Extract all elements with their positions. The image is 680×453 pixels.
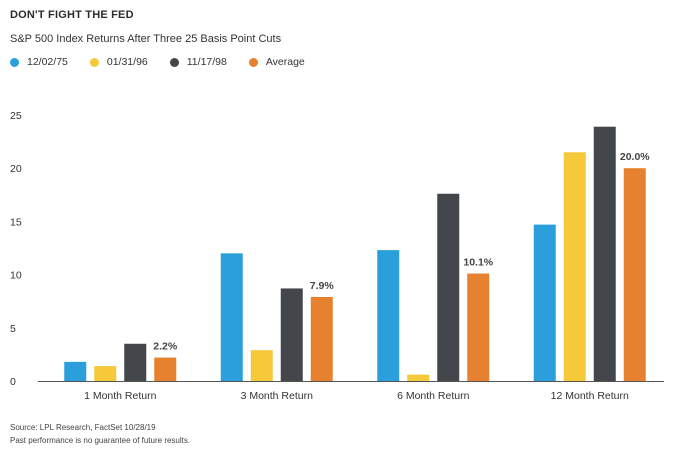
- bar: [94, 366, 117, 381]
- bar: [250, 350, 273, 381]
- x-tick-label: 3 Month Return: [241, 390, 314, 402]
- y-tick-label: 0: [10, 376, 16, 388]
- bar: [280, 288, 303, 381]
- legend-swatch: [248, 57, 258, 67]
- legend-item: 01/31/96: [89, 56, 148, 68]
- bar: [124, 343, 147, 381]
- disclaimer-note: Past performance is no guarantee of futu…: [10, 436, 191, 445]
- bar: [64, 361, 87, 381]
- bar: [437, 193, 460, 381]
- legend-item: 11/17/98: [169, 56, 227, 68]
- legend-label: 12/02/75: [27, 56, 68, 68]
- data-label: 2.2%: [153, 341, 178, 353]
- x-tick-label: 12 Month Return: [551, 390, 629, 402]
- bar: [593, 126, 616, 381]
- y-tick-label: 15: [10, 216, 22, 228]
- bar: [467, 273, 490, 381]
- data-label: 10.1%: [463, 257, 493, 269]
- legend-swatch: [89, 57, 99, 67]
- y-tick-label: 20: [10, 163, 22, 175]
- bar: [623, 168, 646, 381]
- chart-legend: 12/02/75 01/31/96 11/17/98 Average: [10, 56, 327, 68]
- legend-label: 01/31/96: [106, 56, 148, 68]
- legend-label: Average: [265, 56, 305, 68]
- legend-item: 12/02/75: [10, 56, 68, 68]
- bar: [220, 253, 243, 381]
- chart-footer: Source: LPL Research, FactSet 10/28/19 P…: [10, 421, 190, 447]
- legend-item: Average: [248, 56, 305, 68]
- source-note: Source: LPL Research, FactSet 10/28/19: [10, 423, 156, 432]
- legend-swatch: [169, 57, 179, 67]
- y-tick-label: 10: [10, 270, 22, 282]
- x-tick-label: 6 Month Return: [397, 390, 470, 402]
- bar: [154, 357, 177, 381]
- bar: [563, 152, 586, 381]
- y-tick-label: 5: [10, 323, 16, 335]
- bar: [310, 296, 333, 381]
- legend-swatch: [10, 57, 19, 67]
- bar: [377, 250, 400, 381]
- chart-subtitle: S&P 500 Index Returns After Three 25 Bas…: [10, 33, 282, 45]
- data-label: 20.0%: [620, 151, 650, 163]
- x-tick-label: 1 Month Return: [84, 390, 157, 402]
- y-tick-label: 25: [10, 110, 22, 122]
- chart-title: DON'T FIGHT THE FED: [10, 9, 134, 21]
- data-label: 7.9%: [310, 280, 335, 292]
- bar: [407, 374, 430, 381]
- legend-label: 11/17/98: [186, 56, 227, 68]
- bar: [533, 224, 556, 381]
